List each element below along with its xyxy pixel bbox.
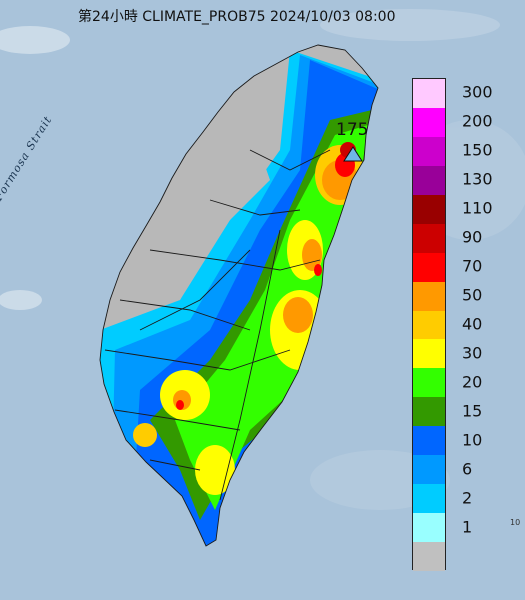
- legend-label: 30: [462, 343, 483, 363]
- legend-label: 150: [462, 140, 493, 160]
- legend-label: 90: [462, 227, 483, 247]
- legend-label: 6: [462, 459, 473, 479]
- legend-swatch: [413, 79, 445, 108]
- legend-swatch: [413, 281, 445, 311]
- legend-label: 130: [462, 169, 493, 189]
- legend-label: 70: [462, 256, 483, 276]
- map-title: 第24小時 CLIMATE_PROB75 2024/10/03 08:00: [78, 9, 396, 25]
- legend-label: 15: [462, 401, 483, 421]
- legend-swatch: [413, 513, 445, 542]
- corner-mark: 10: [510, 518, 521, 527]
- legend-label: 10: [462, 430, 483, 450]
- legend-swatch: [413, 223, 445, 253]
- legend-swatch: [413, 426, 445, 456]
- legend-label: 40: [462, 314, 483, 334]
- legend-swatch: [413, 107, 445, 137]
- legend-label: 2: [462, 488, 473, 508]
- legend-swatch: [413, 165, 445, 195]
- legend-swatch: [413, 194, 445, 224]
- legend-label: 300: [462, 82, 493, 102]
- max-point-marker-icon: [343, 146, 363, 162]
- legend-swatch: [413, 397, 445, 427]
- legend-label: 200: [462, 111, 493, 131]
- legend-swatch: [413, 368, 445, 398]
- county-boundaries: [99, 44, 379, 547]
- legend-swatch: [413, 136, 445, 166]
- legend-swatch: [413, 542, 445, 571]
- max-value-label: 175: [336, 120, 369, 140]
- legend-color-bar: [412, 78, 446, 571]
- legend-swatch: [413, 310, 445, 340]
- legend-swatch: [413, 455, 445, 485]
- legend-swatch: [413, 339, 445, 369]
- legend-label: 110: [462, 198, 493, 218]
- legend-label: 1: [462, 517, 473, 537]
- legend-label: 20: [462, 372, 483, 392]
- legend-label: 50: [462, 285, 483, 305]
- legend-swatch: [413, 484, 445, 514]
- legend-swatch: [413, 252, 445, 282]
